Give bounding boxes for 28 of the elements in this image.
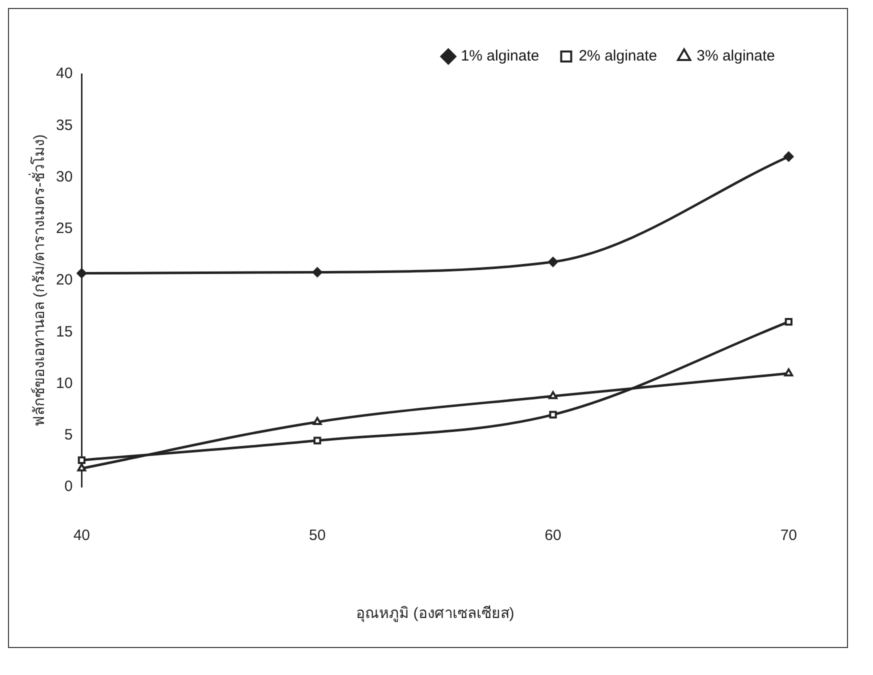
legend-label: 2% alginate bbox=[578, 48, 658, 65]
legend-label: 1% alginate bbox=[460, 48, 540, 65]
y-tick-label: 0 bbox=[64, 478, 73, 496]
y-tick-label: 15 bbox=[56, 323, 73, 340]
y-tick-label: 35 bbox=[56, 116, 73, 134]
y-axis-title: ฟลักซ์ของเอทานอล (กรัม/ตารางเมตร-ชั่วโมง) bbox=[28, 134, 48, 427]
point bbox=[76, 268, 87, 278]
point bbox=[548, 391, 558, 400]
x-axis-title: อุณหภูมิ (องศาเซลเซียส) bbox=[356, 605, 514, 624]
point bbox=[549, 410, 557, 419]
point bbox=[312, 267, 322, 278]
point bbox=[314, 436, 322, 444]
legend-label: 3% alginate bbox=[696, 48, 776, 65]
point bbox=[312, 416, 322, 425]
y-tick-label: 20 bbox=[56, 272, 73, 289]
y-tick-label: 40 bbox=[56, 65, 73, 82]
x-tick-label: 70 bbox=[780, 527, 797, 544]
y-tick-label: 10 bbox=[56, 374, 73, 392]
point bbox=[784, 368, 794, 376]
y-tick-label: 30 bbox=[56, 168, 73, 186]
point bbox=[784, 152, 794, 162]
x-tick-label: 50 bbox=[309, 527, 326, 544]
point bbox=[784, 318, 792, 326]
y-tick-label: 5 bbox=[64, 426, 73, 444]
x-tick-label: 60 bbox=[544, 527, 562, 544]
point bbox=[78, 456, 86, 464]
y-tick-label: 25 bbox=[56, 220, 73, 238]
point bbox=[548, 256, 558, 267]
